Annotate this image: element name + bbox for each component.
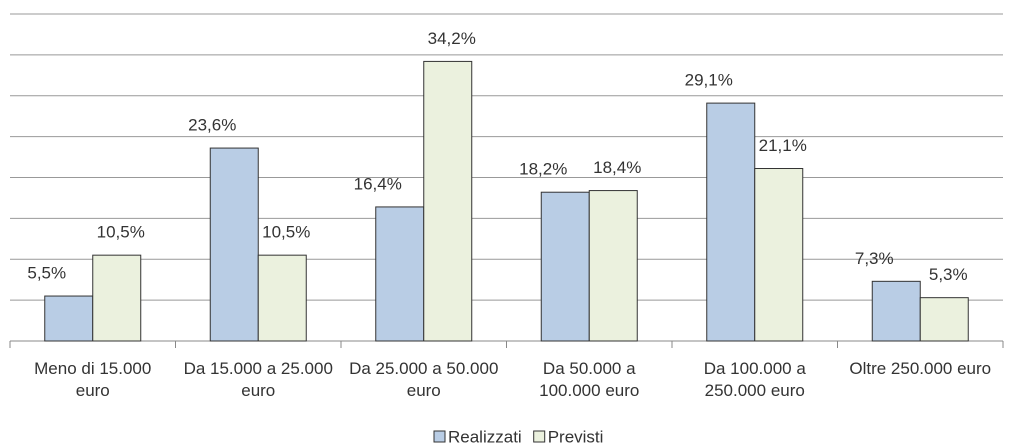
legend-swatch	[533, 430, 546, 443]
bar	[257, 254, 307, 342]
value-label: 34,2%	[428, 29, 476, 48]
value-label: 10,5%	[97, 223, 145, 242]
bar	[754, 168, 804, 342]
x-tick-label: Da 100.000 a 250.000 euro	[703, 359, 806, 400]
value-label: 18,4%	[593, 158, 641, 177]
bar	[44, 295, 94, 342]
value-label: 5,3%	[929, 265, 968, 284]
x-tick-label: Meno di 15.000 euro	[34, 359, 152, 400]
legend-label: Previsti	[548, 427, 604, 446]
value-label: 7,3%	[855, 249, 894, 268]
value-label: 23,6%	[188, 116, 236, 135]
bar	[375, 206, 425, 342]
bar	[540, 191, 590, 342]
x-tick-label: Oltre 250.000 euro	[849, 359, 992, 378]
bar	[706, 102, 756, 342]
bar	[871, 280, 921, 342]
x-tick-label: Da 50.000 a 100.000 euro	[539, 359, 640, 400]
value-label: 29,1%	[685, 71, 733, 90]
bar	[92, 254, 142, 342]
x-tick-label: Da 25.000 a 50.000 euro	[349, 359, 499, 400]
x-tick-label: Da 15.000 a 25.000 euro	[183, 359, 333, 400]
value-label: 21,1%	[759, 136, 807, 155]
legend-swatch	[433, 430, 446, 443]
value-label: 10,5%	[262, 223, 310, 242]
bar	[588, 190, 638, 342]
bar	[209, 147, 259, 342]
bar	[919, 297, 969, 342]
value-label: 16,4%	[354, 174, 402, 193]
value-label: 5,5%	[27, 264, 66, 283]
legend-label: Realizzati	[448, 427, 522, 446]
bar	[423, 60, 473, 342]
value-label: 18,2%	[519, 160, 567, 179]
